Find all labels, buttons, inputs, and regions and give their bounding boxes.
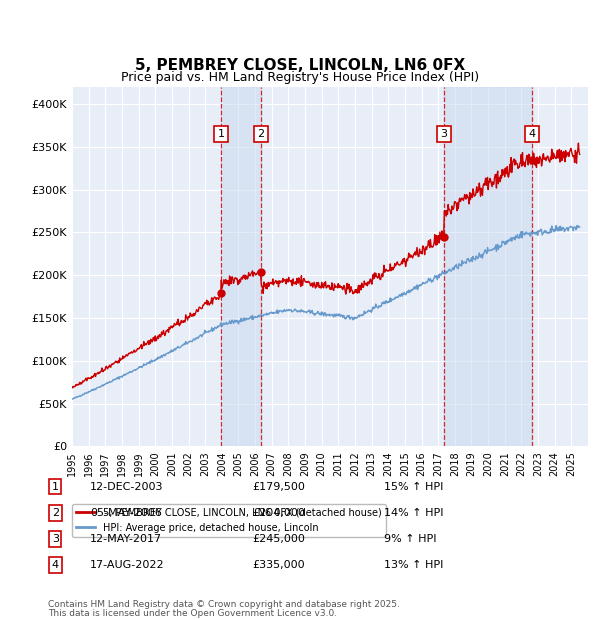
- Text: 2: 2: [257, 129, 265, 139]
- Text: 4: 4: [529, 129, 535, 139]
- Text: £335,000: £335,000: [252, 560, 305, 570]
- Text: 1: 1: [52, 482, 59, 492]
- Text: 14% ↑ HPI: 14% ↑ HPI: [384, 508, 443, 518]
- Text: This data is licensed under the Open Government Licence v3.0.: This data is licensed under the Open Gov…: [48, 609, 337, 618]
- Text: 17-AUG-2022: 17-AUG-2022: [90, 560, 164, 570]
- Legend: 5, PEMBREY CLOSE, LINCOLN, LN6 0FX (detached house), HPI: Average price, detache: 5, PEMBREY CLOSE, LINCOLN, LN6 0FX (deta…: [72, 504, 386, 536]
- Text: 9% ↑ HPI: 9% ↑ HPI: [384, 534, 437, 544]
- Text: 3: 3: [52, 534, 59, 544]
- Text: 1: 1: [217, 129, 224, 139]
- Text: £204,000: £204,000: [252, 508, 305, 518]
- Text: 3: 3: [440, 129, 448, 139]
- Text: 12-DEC-2003: 12-DEC-2003: [90, 482, 163, 492]
- Text: 12-MAY-2017: 12-MAY-2017: [90, 534, 162, 544]
- Text: £245,000: £245,000: [252, 534, 305, 544]
- Text: £179,500: £179,500: [252, 482, 305, 492]
- Text: 2: 2: [52, 508, 59, 518]
- Text: 13% ↑ HPI: 13% ↑ HPI: [384, 560, 443, 570]
- Text: 4: 4: [52, 560, 59, 570]
- Text: Contains HM Land Registry data © Crown copyright and database right 2025.: Contains HM Land Registry data © Crown c…: [48, 600, 400, 609]
- Text: Price paid vs. HM Land Registry's House Price Index (HPI): Price paid vs. HM Land Registry's House …: [121, 71, 479, 84]
- Bar: [444, 87, 532, 446]
- Bar: [221, 87, 261, 446]
- Text: 15% ↑ HPI: 15% ↑ HPI: [384, 482, 443, 492]
- Text: 05-MAY-2006: 05-MAY-2006: [90, 508, 162, 518]
- Text: 5, PEMBREY CLOSE, LINCOLN, LN6 0FX: 5, PEMBREY CLOSE, LINCOLN, LN6 0FX: [135, 58, 465, 73]
